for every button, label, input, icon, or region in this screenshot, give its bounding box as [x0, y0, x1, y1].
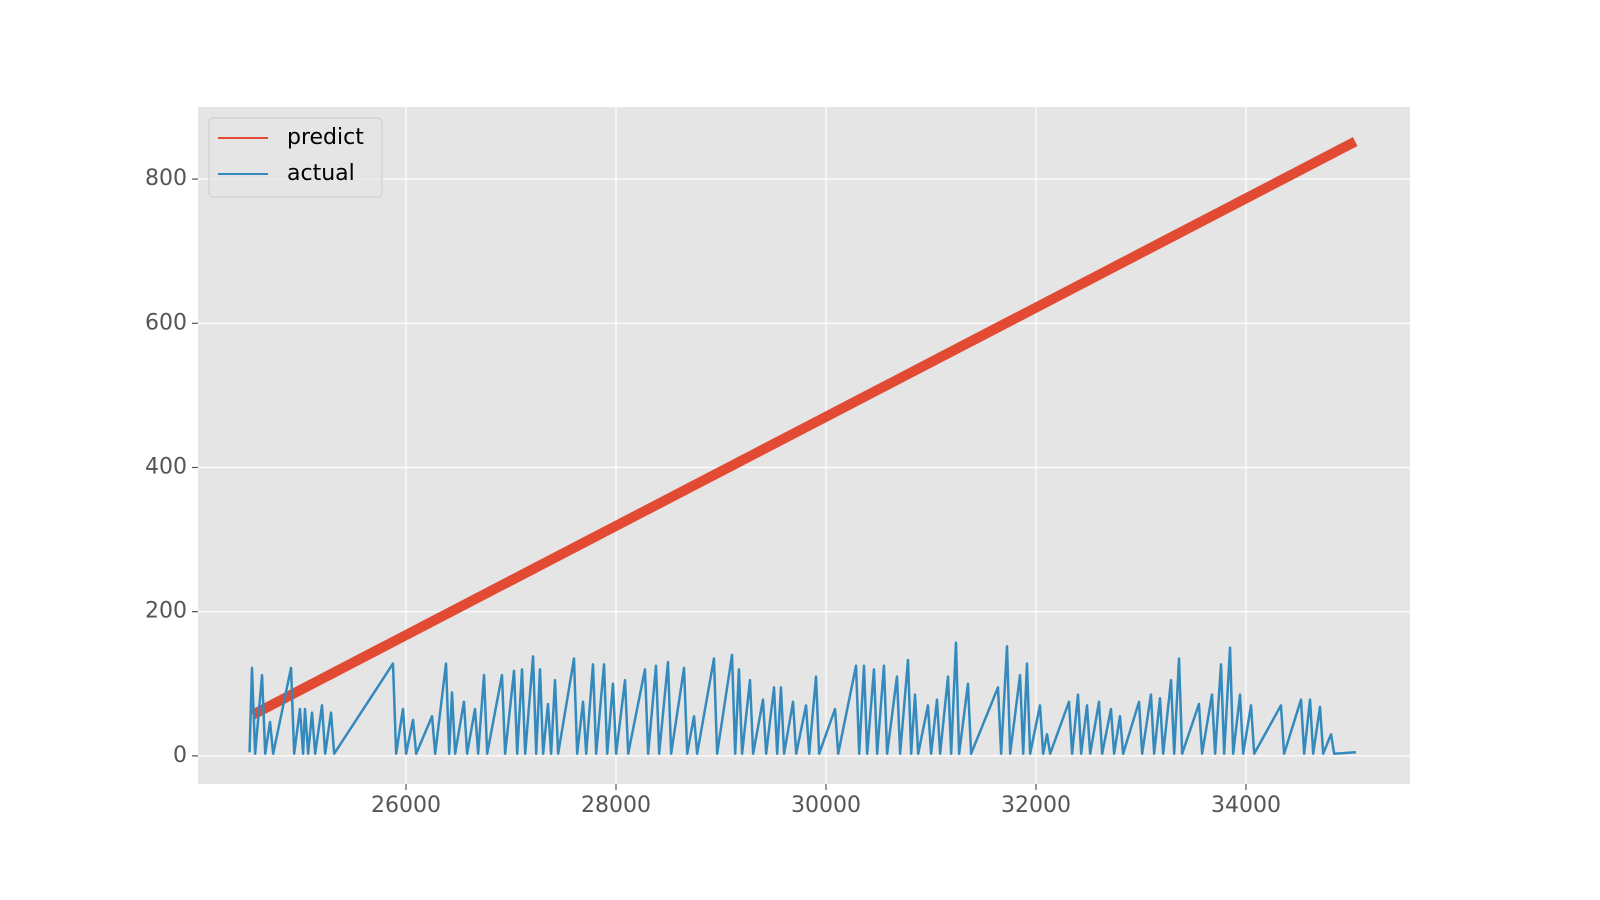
- marks: [248, 137, 1358, 755]
- y-tick-label: 800: [145, 166, 187, 191]
- x-tick-label: 30000: [791, 793, 861, 818]
- x-tick-label: 34000: [1211, 793, 1281, 818]
- y-tick-label: 0: [173, 743, 187, 768]
- x-tick-label: 32000: [1001, 793, 1071, 818]
- legend-label: actual: [287, 161, 355, 186]
- series-line: [250, 137, 1358, 720]
- y-tick-label: 200: [145, 599, 187, 624]
- legend-label: predict: [287, 125, 364, 150]
- legend: predict actual: [208, 117, 383, 198]
- x-tick-label: 28000: [581, 793, 651, 818]
- x-tick-label: 26000: [371, 793, 441, 818]
- y-tick-label: 400: [145, 454, 187, 479]
- y-tick-label: 600: [145, 310, 187, 335]
- grid: 0 200 400 600 800 26000 28000 30000 32000 34000: [145, 107, 1410, 818]
- series-line: [248, 641, 1357, 755]
